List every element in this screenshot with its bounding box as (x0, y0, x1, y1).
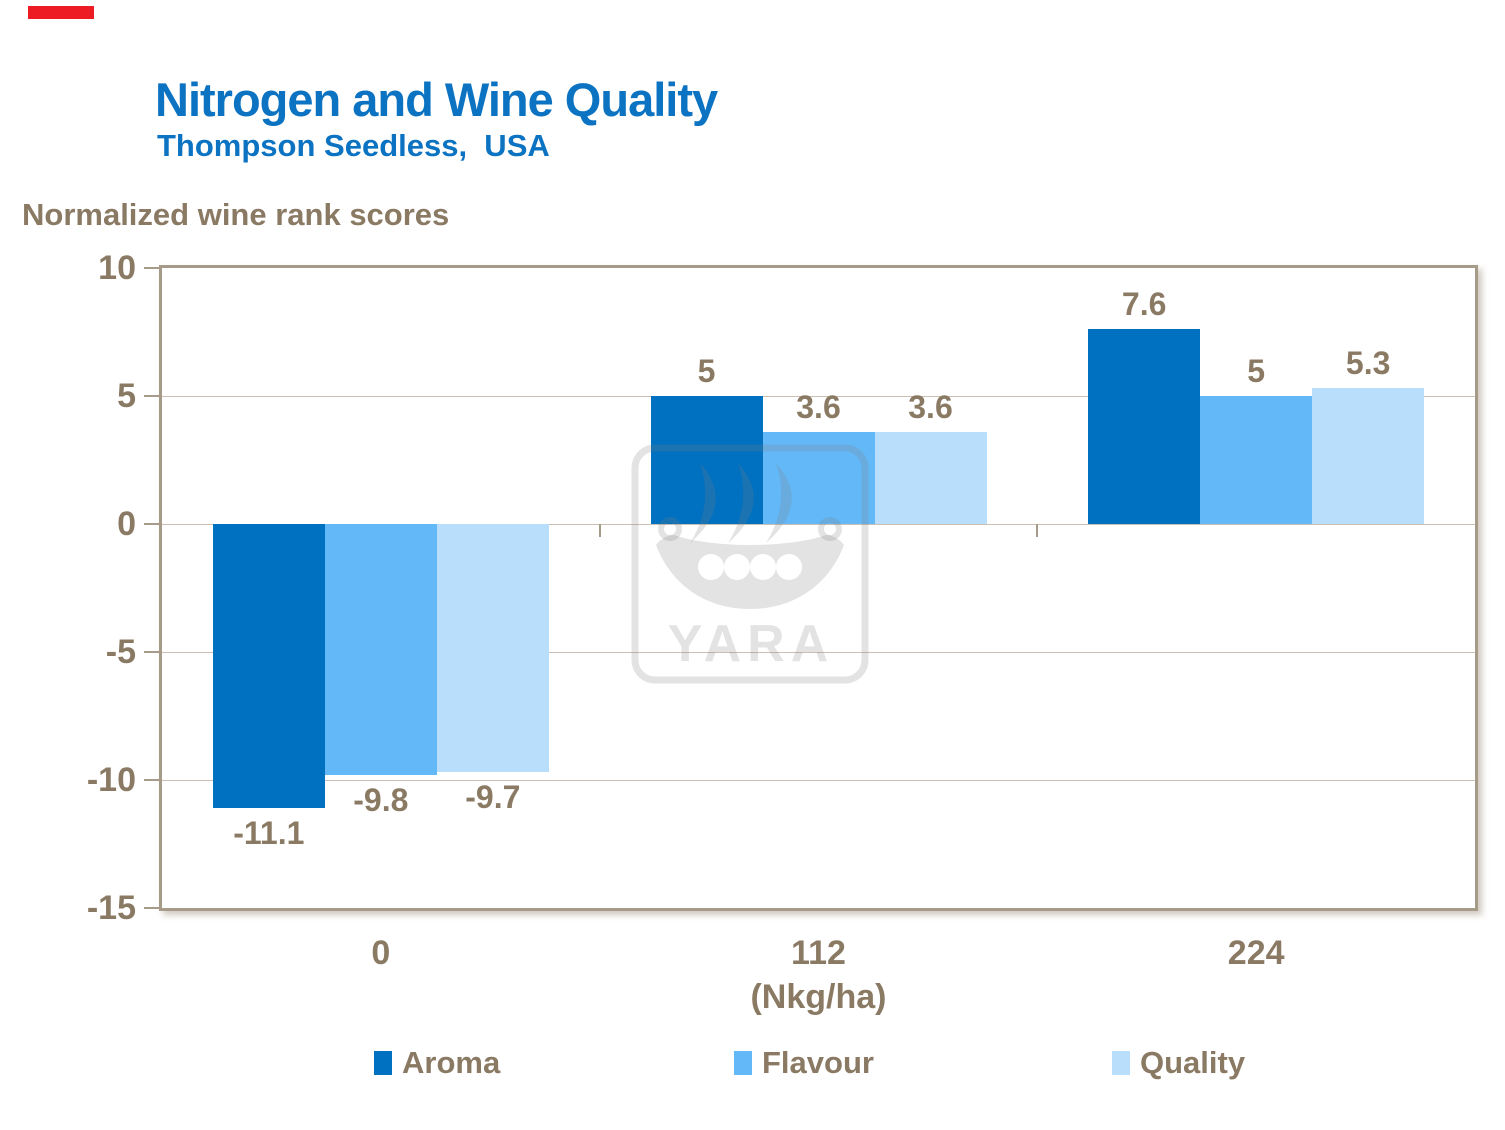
bar-flavour-224 (1200, 396, 1313, 524)
value-label-flavour-224: 5 (1247, 353, 1266, 389)
legend-label-flavour: Flavour (762, 1045, 874, 1080)
value-label-aroma-224: 7.6 (1121, 286, 1167, 323)
bar-quality-112 (874, 431, 987, 524)
aroma-legend-swatch (374, 1051, 392, 1075)
y-tick-label--15: -15 (86, 889, 136, 927)
gridline-0 (162, 523, 1475, 525)
legend-item-flavour: Flavour (734, 1045, 874, 1080)
red-accent-bar (28, 6, 94, 19)
bar-aroma-224 (1088, 329, 1201, 524)
legend-label-quality: Quality (1140, 1045, 1246, 1080)
value-label-aroma-112: 5 (697, 353, 716, 389)
gridline--5 (162, 651, 1475, 653)
bar-quality-0 (436, 524, 549, 773)
y-axis-tick (144, 779, 159, 781)
y-axis-tick (144, 523, 159, 525)
reference-line: :Ref: Bell, Ough and Kliewer 1979 (959, 1088, 1484, 1130)
chart-subtitle: Thompson Seedless, USA (157, 128, 550, 163)
quality-legend-swatch (1112, 1051, 1130, 1075)
bar-flavour-112 (762, 431, 875, 524)
y-tick-label-10: 10 (98, 249, 136, 287)
x-category-label-112: 112 (791, 934, 846, 972)
y-axis-tick (144, 267, 159, 269)
x-axis-tick (1036, 524, 1039, 537)
x-category-label-0: 0 (371, 934, 391, 972)
y-axis-tick (144, 395, 159, 397)
value-label-flavour-0: -9.8 (353, 781, 409, 818)
y-tick-label-0: 0 (117, 505, 136, 543)
y-tick-label-5: 5 (117, 377, 136, 415)
x-category-label-224: 224 (1227, 934, 1285, 972)
bar-flavour-0 (324, 524, 437, 775)
bar-quality-224 (1312, 388, 1425, 524)
y-tick-label--10: -10 (86, 761, 136, 799)
value-label-flavour-112: 3.6 (796, 388, 841, 425)
value-label-aroma-0: -11.1 (233, 815, 305, 852)
legend-item-quality: Quality (1112, 1045, 1246, 1080)
value-label-quality-224: 5.3 (1345, 345, 1391, 382)
x-axis-tick (598, 524, 601, 537)
value-label-quality-112: 3.6 (908, 388, 953, 425)
value-label-quality-0: -9.7 (465, 779, 521, 816)
reference-text: Ref: Bell, Ough and Kliewer 1979 (1000, 1124, 1484, 1130)
bar-aroma-0 (212, 524, 325, 809)
gridline--10 (162, 779, 1475, 781)
legend-item-aroma: Aroma (374, 1045, 501, 1080)
y-axis-heading: Normalized wine rank scores (22, 197, 450, 232)
bar-aroma-112 (650, 396, 763, 524)
x-axis-unit-label: (Nkg/ha) (750, 978, 887, 1016)
y-axis-tick (144, 907, 159, 909)
y-tick-label--5: -5 (105, 633, 136, 671)
bar-chart-plot-area (159, 265, 1478, 911)
legend-label-aroma: Aroma (402, 1045, 501, 1080)
flavour-legend-swatch (734, 1051, 752, 1075)
gridline-5 (162, 395, 1475, 397)
chart-title: Nitrogen and Wine Quality (155, 73, 718, 126)
y-axis-tick (144, 651, 159, 653)
